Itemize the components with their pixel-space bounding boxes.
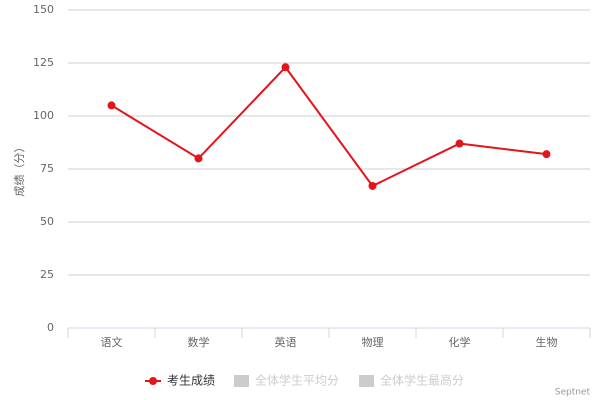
data-point	[455, 139, 464, 148]
x-tick-label: 物理	[362, 335, 384, 349]
legend-symbol	[234, 375, 249, 387]
data-point	[368, 181, 377, 190]
credits: Septnet	[555, 388, 591, 398]
series-line	[110, 65, 547, 188]
y-tick-label: 100	[33, 109, 54, 122]
data-point	[542, 150, 551, 159]
legend-item[interactable]: 全体学生平均分	[255, 373, 339, 388]
x-tick-label: 英语	[275, 335, 297, 349]
y-axis-title: 成绩（分）	[13, 142, 26, 197]
y-tick-label: 125	[33, 56, 54, 69]
legend-item[interactable]: 考生成绩	[167, 374, 215, 388]
data-point	[107, 101, 116, 110]
y-tick-label: 50	[40, 215, 54, 228]
y-tick-label: 25	[40, 268, 54, 281]
y-tick-label: 75	[40, 162, 54, 175]
x-tick-label: 数学	[188, 335, 210, 349]
x-tick-label: 语文	[101, 335, 123, 349]
x-tick-label: 化学	[449, 335, 471, 349]
legend-item[interactable]: 全体学生最高分	[380, 373, 464, 388]
data-point	[194, 154, 203, 163]
legend-symbol	[359, 375, 374, 387]
data-point	[281, 63, 290, 72]
x-tick-label: 生物	[536, 335, 558, 349]
legend-symbol	[149, 377, 157, 385]
y-tick-label: 0	[47, 321, 54, 334]
y-tick-label: 150	[33, 3, 54, 16]
